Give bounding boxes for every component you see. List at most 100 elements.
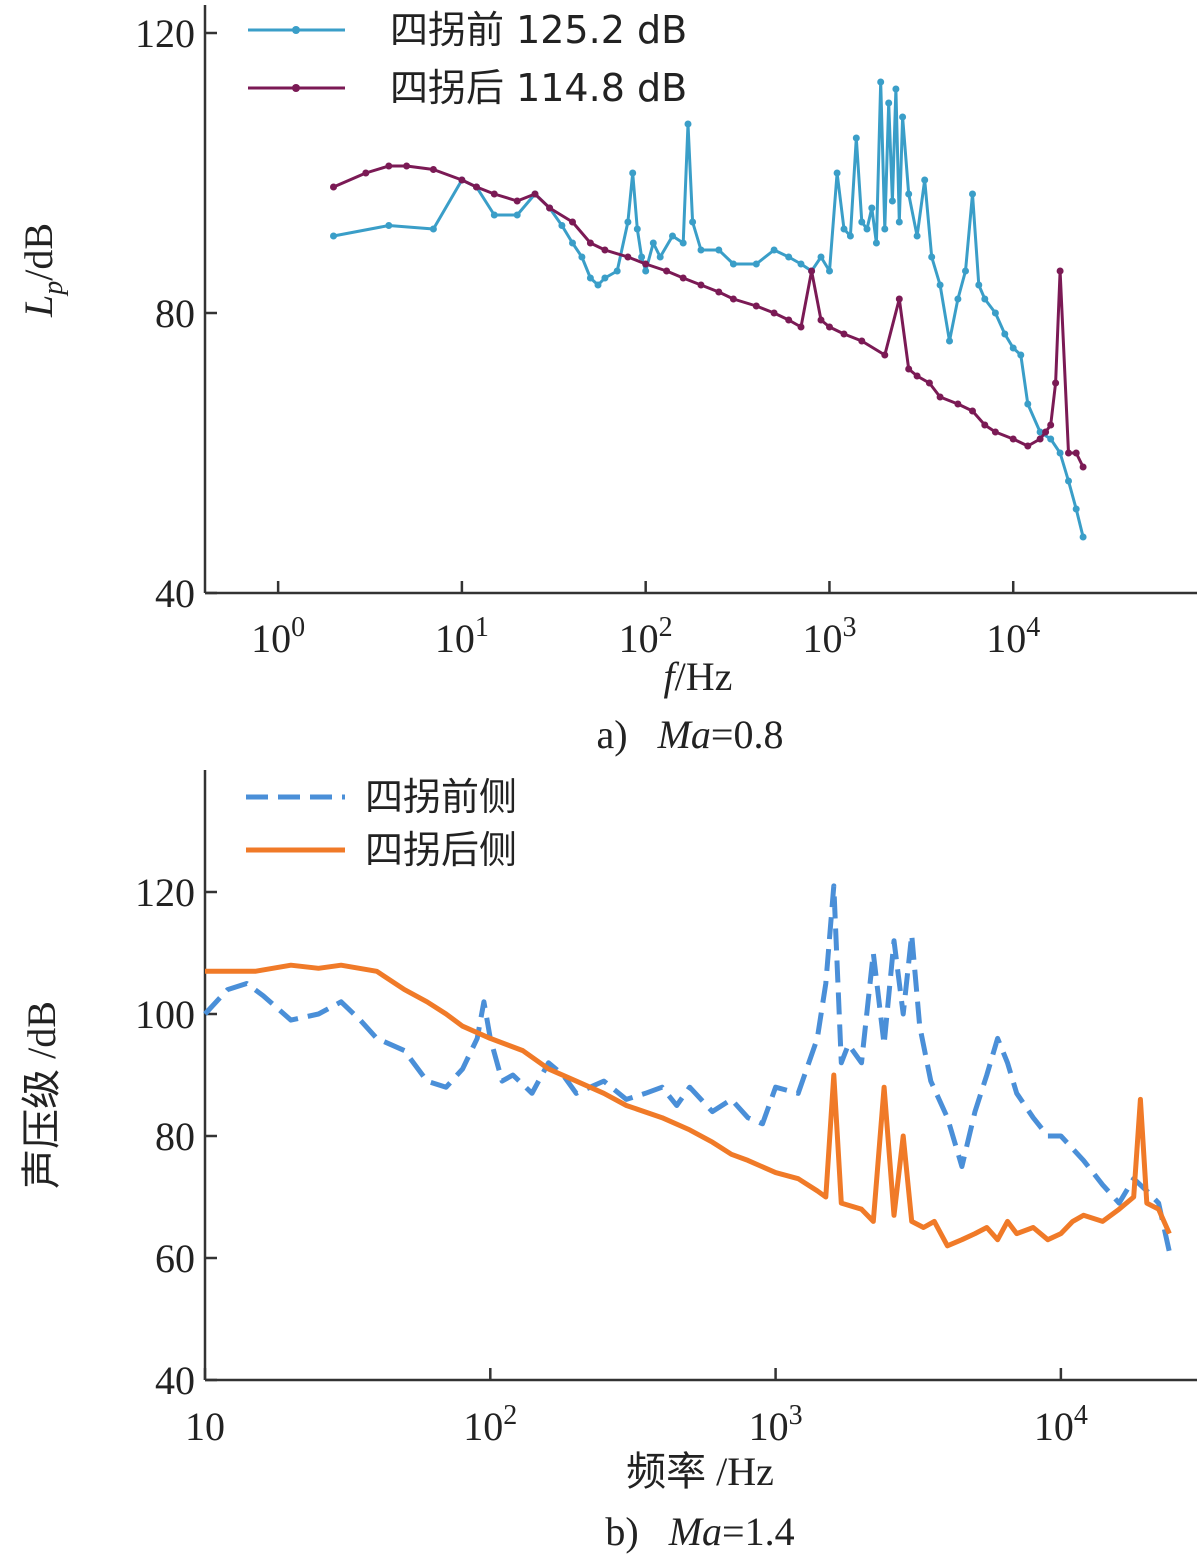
panel-a-series-point-after	[1009, 435, 1017, 443]
panel-a-series-point-before	[1024, 400, 1032, 408]
panel-a-series-point-after	[797, 323, 805, 331]
panel-a-series-point-after	[458, 176, 466, 184]
panel-a-series-point-before	[975, 281, 983, 289]
panel-a-series-point-after	[936, 393, 944, 401]
panel-a-series-point-after	[473, 183, 480, 191]
panel-b-caption: b) Ma=1.4	[605, 1509, 794, 1554]
panel-a-series-point-before	[684, 120, 692, 128]
panel-a-series-point-before	[833, 169, 841, 177]
panel-a-series-point-after	[954, 400, 962, 408]
panel-a-series-point-after	[858, 337, 866, 345]
panel-a-series-point-before	[1072, 505, 1080, 513]
panel-a-series-point-after	[586, 239, 594, 247]
panel-a-series-point-before	[429, 225, 437, 233]
panel-a-series-point-after	[808, 267, 816, 275]
panel-a-x-label: f/Hz	[664, 654, 733, 699]
panel-a-series-point-after	[624, 253, 632, 261]
panel-a-series-point-before	[888, 197, 896, 205]
panel-a-series-point-after	[925, 379, 933, 387]
panel-a-series-point-before	[858, 218, 866, 226]
panel-a-series-point-before	[729, 260, 737, 268]
panel-a-series-point-before	[1009, 344, 1017, 352]
panel-a-series-point-before	[1036, 428, 1044, 436]
panel-a-series-point-before	[642, 267, 650, 275]
panel-a-series-point-after	[817, 316, 825, 324]
panel-a-series-point-before	[578, 253, 586, 261]
panel-a-series-point-after	[840, 330, 848, 338]
panel-a-series-point-after	[679, 274, 687, 282]
panel-a-series-point-before	[877, 78, 885, 86]
panel-a-series-point-after	[1042, 428, 1050, 436]
panel-a-series-point-before	[969, 190, 976, 198]
panel-a-series-point-before	[863, 225, 871, 233]
panel-b-series-line-after	[205, 962, 1172, 1249]
panel-a-series-point-before	[1065, 477, 1072, 485]
panel-a-series-point-before	[1047, 435, 1055, 443]
panel-a-legend-marker-before	[292, 26, 300, 34]
panel-a-series-point-before	[928, 253, 936, 261]
panel-a-series-point-after	[1024, 442, 1032, 450]
panel-a-series-point-after	[330, 183, 337, 191]
panel-a-series-point-after	[403, 162, 411, 170]
panel-b-legend-label-before: 四拐前侧	[365, 775, 517, 819]
panel-a-series-point-before	[715, 246, 723, 254]
panel-a-series-point-before	[981, 295, 989, 303]
panel-a-series-point-after	[826, 323, 833, 331]
panel-a-series-point-before	[936, 281, 944, 289]
panel-a-series-point-after	[969, 407, 976, 415]
panel-a-y-label: Lp/dB	[16, 223, 69, 318]
panel-a-series-point-before	[697, 246, 705, 254]
panel-a-series-point-before	[946, 337, 953, 345]
panel-a-series-point-after	[513, 197, 521, 205]
panel-a-legend-marker-after	[292, 84, 300, 92]
panel-a-series-point-before	[921, 176, 929, 184]
panel-a-series-point-after	[752, 302, 760, 310]
panel-a-series-point-before	[1017, 351, 1025, 359]
panel-a-series-point-after	[981, 421, 989, 429]
panel-a-legend: 四拐前 125.2 dB 四拐后 114.8 dB	[248, 8, 687, 110]
panel-a-series-point-before	[490, 211, 498, 219]
panel-a-series-line-before	[333, 80, 1085, 538]
panel-a-legend-label-before: 四拐前 125.2 dB	[390, 8, 687, 52]
panel-a-series-point-after	[569, 218, 576, 226]
panel-a-series-point-before	[679, 239, 687, 247]
panel-a-series-point-before	[885, 99, 893, 107]
panel-b-x-tick-label: 102	[463, 1400, 517, 1449]
panel-a-series-point-before	[991, 309, 999, 317]
panel-a-series-point-before	[1056, 449, 1064, 457]
panel-a-series-point-before	[868, 204, 876, 212]
panel-a-series-point-after	[362, 169, 370, 177]
panel-a-series-point-before	[840, 225, 848, 233]
panel-a-series-point-before	[797, 260, 805, 268]
panel-a-series-point-before	[624, 218, 632, 226]
panel-b-legend-label-after: 四拐后侧	[365, 828, 517, 872]
panel-a-series-point-before	[817, 253, 825, 261]
panel-a-series-point-before	[962, 267, 969, 275]
panel-a-series-point-before	[656, 253, 664, 261]
panel-a-series-point-before	[872, 239, 880, 247]
panel-a-series-point-before	[785, 253, 793, 261]
panel-b-chart: 40 60 80 100 120 10 102 103 104 声压级 /dB 频率 /Hz b…	[19, 770, 1197, 1554]
panel-a-series-point-after	[785, 316, 793, 324]
panel-a-series-point-before	[586, 274, 594, 282]
panel-a-series-point-after	[1047, 421, 1055, 429]
panel-a-series-point-after	[490, 190, 498, 198]
panel-a-series-point-before	[1079, 533, 1087, 541]
panel-a-y-tick-label: 120	[135, 11, 195, 56]
panel-b-y-tick-label: 100	[135, 992, 195, 1037]
panel-a-series-point-after	[729, 295, 737, 303]
panel-a-series-point-after	[715, 288, 723, 296]
panel-a-series-point-after	[642, 260, 650, 268]
panel-a-series-point-after	[895, 295, 903, 303]
panel-a-series-point-before	[558, 222, 566, 229]
panel-a-series-point-before	[846, 232, 854, 240]
panel-b-x-tick-label: 103	[749, 1400, 803, 1449]
panel-a-series-point-before	[892, 85, 900, 93]
panel-a-series-point-after	[663, 267, 671, 275]
panel-a-series-point-before	[905, 190, 913, 198]
panel-a-series-point-before	[638, 253, 646, 261]
panel-a-series-point-before	[649, 239, 657, 247]
panel-b-series-line-before	[203, 883, 1172, 1253]
panel-a-series-point-after	[385, 162, 393, 170]
